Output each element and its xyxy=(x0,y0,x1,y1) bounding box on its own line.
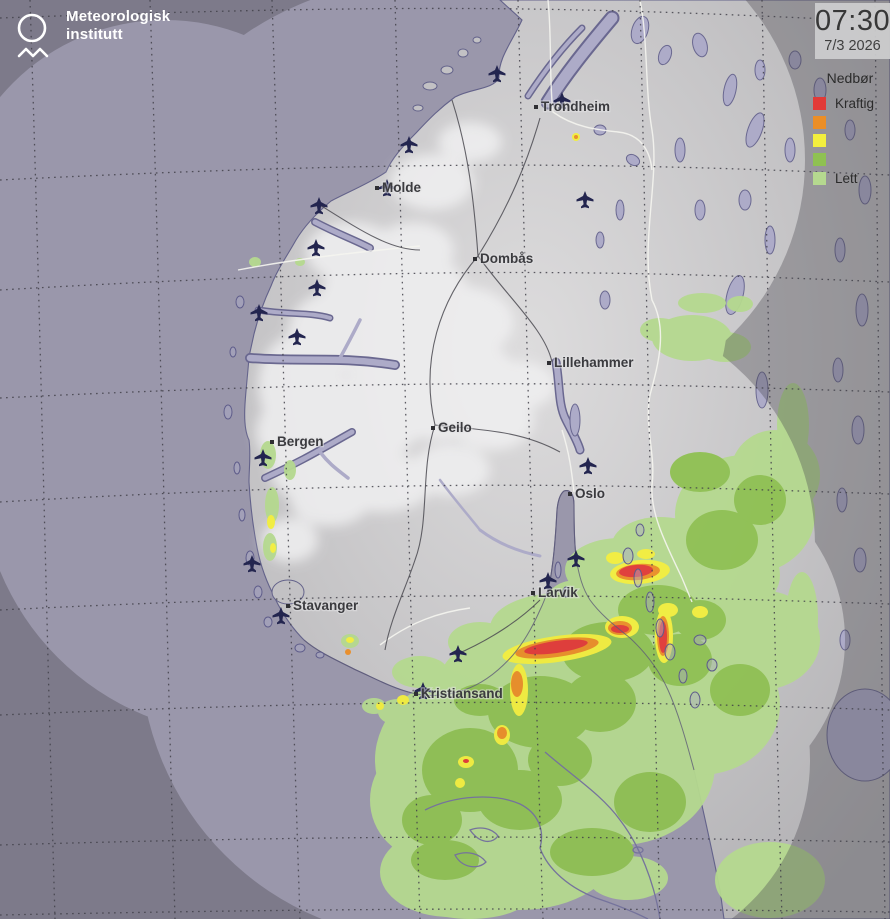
precip-cell-yellow xyxy=(267,515,275,529)
legend-swatch xyxy=(813,134,826,148)
precip-cell-moderat xyxy=(550,828,634,876)
precipitation-layer xyxy=(249,133,825,919)
precip-cell-lett xyxy=(378,699,418,725)
legend-swatch xyxy=(813,115,826,129)
cities-layer: Trondheim Molde Dombås Lillehammer Geilo Berg… xyxy=(270,98,636,702)
legend-label: Kraftig xyxy=(835,95,875,111)
precip-cell-yellow xyxy=(692,606,708,618)
precip-cell-yellow xyxy=(397,695,409,705)
precip-cell-lett xyxy=(699,332,751,362)
precip-cell-lett xyxy=(263,533,277,561)
precip-cell-yellow xyxy=(346,637,354,643)
city-marker xyxy=(270,440,274,444)
precip-cell-yellow xyxy=(658,603,678,617)
legend-swatch xyxy=(813,153,826,167)
precip-cell-red xyxy=(611,625,629,633)
precip-cell-lett xyxy=(715,842,825,918)
precip-cell-lett xyxy=(448,622,512,662)
precip-cell-moderat xyxy=(614,772,686,832)
met-institute-logo: Meteorologisk institutt xyxy=(10,8,170,62)
precip-cell-lett xyxy=(777,446,813,538)
coastal-islands xyxy=(223,295,718,709)
city-label: Trondheim xyxy=(541,99,610,114)
precip-cell-lett xyxy=(249,257,261,267)
legend-item xyxy=(810,113,890,132)
precip-cell-lett xyxy=(727,296,753,312)
precip-cell-moderat xyxy=(528,734,592,786)
city-marker xyxy=(531,591,535,595)
precip-cell-orange xyxy=(574,135,578,139)
legend-item: Kraftig xyxy=(810,94,890,113)
city-marker xyxy=(414,692,418,696)
city-marker xyxy=(547,361,551,365)
org-name-line1: Meteorologisk xyxy=(66,8,171,25)
legend-label: Lett xyxy=(835,171,858,187)
city-label: Larvik xyxy=(538,585,578,600)
precip-cell-red xyxy=(524,639,588,655)
city-label: Stavanger xyxy=(293,598,359,613)
legend-rows: Kraftig Lett xyxy=(810,94,890,188)
precip-cell-lett xyxy=(265,487,279,523)
precip-cell-orange xyxy=(497,727,507,739)
city-label: Lillehammer xyxy=(554,355,634,370)
precip-cell-orange xyxy=(511,671,523,697)
clock-date: 7/3 2026 xyxy=(824,38,881,54)
precip-cell-yellow xyxy=(455,778,465,788)
city-label: Oslo xyxy=(575,486,605,501)
met-institute-logo-icon xyxy=(17,13,49,58)
city-label: Molde xyxy=(382,180,421,195)
city-marker xyxy=(431,426,435,430)
city-marker xyxy=(568,492,572,496)
city-label: Dombås xyxy=(480,251,533,266)
precip-cell-moderat xyxy=(402,795,462,845)
precip-cell-lett xyxy=(392,656,448,688)
precipitation-legend: Nedbør Kraftig Lett xyxy=(810,70,890,188)
precip-cell-moderat xyxy=(710,664,770,716)
precip-cell-red xyxy=(463,759,469,763)
legend-item: Lett xyxy=(810,169,890,188)
city-label: Kristiansand xyxy=(421,686,503,701)
precip-cell-lett xyxy=(786,572,818,664)
precip-cell-yellow xyxy=(637,549,655,559)
city-marker xyxy=(534,105,538,109)
precip-cell-yellow xyxy=(606,552,624,564)
precip-cell-moderat xyxy=(564,672,636,732)
precip-cell-moderat xyxy=(454,684,506,716)
legend-item xyxy=(810,132,890,151)
city-marker xyxy=(375,186,379,190)
city-marker xyxy=(473,257,477,261)
precip-cell-yellow xyxy=(270,543,276,553)
precip-cell-moderat xyxy=(411,840,479,880)
borders xyxy=(237,0,695,919)
city-marker xyxy=(286,604,290,608)
precip-cell-orange xyxy=(345,649,351,655)
clock-panel: 07:30 7/3 2026 xyxy=(815,3,890,59)
precip-cell-lett xyxy=(777,383,809,467)
precip-cell-moderat xyxy=(478,770,562,830)
city-label: Bergen xyxy=(277,434,324,449)
legend-swatch xyxy=(813,96,826,110)
precip-cell-lett xyxy=(678,293,726,313)
clock-time: 07:30 xyxy=(815,5,890,37)
legend-title: Nedbør xyxy=(826,70,874,86)
legend-item xyxy=(810,150,890,169)
precip-cell-moderat xyxy=(670,452,730,492)
city-label: Geilo xyxy=(438,420,472,435)
precip-cell-moderat xyxy=(686,510,758,570)
precip-cell-red xyxy=(659,621,667,653)
precip-cell-lett xyxy=(410,871,530,919)
precip-cell-moderat xyxy=(734,475,786,525)
legend-swatch xyxy=(813,172,826,186)
precip-cell-moderat xyxy=(674,600,726,640)
org-name-line2: institutt xyxy=(66,26,123,43)
